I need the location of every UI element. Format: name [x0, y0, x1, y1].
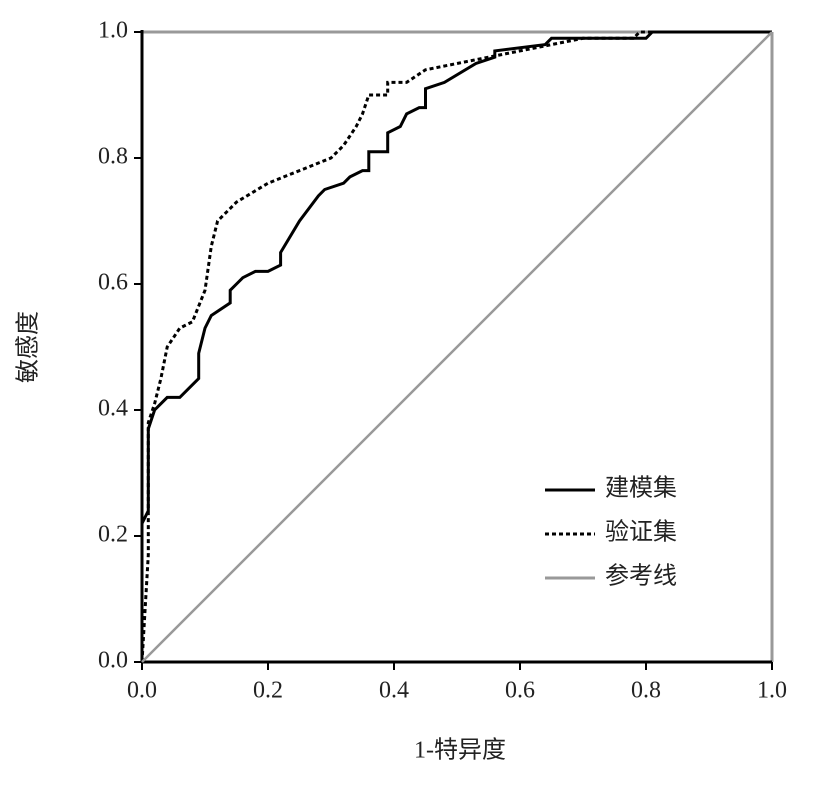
- y-axis-label: 敏感度: [15, 311, 42, 383]
- roc-line: [140, 30, 772, 662]
- roc-line: [141, 31, 773, 663]
- x-tick-label: 0.0: [127, 678, 157, 704]
- x-tick-label: 0.6: [505, 678, 535, 704]
- x-axis-label: 1-特异度: [414, 737, 506, 764]
- legend-label: 参考线: [605, 563, 677, 590]
- y-tick-label: 0.8: [98, 144, 128, 170]
- y-tick-label: 0.6: [98, 270, 128, 296]
- y-tick-label: 0.4: [98, 396, 128, 422]
- x-tick-label: 0.4: [379, 678, 409, 704]
- legend-label: 验证集: [605, 519, 677, 546]
- x-tick-label: 0.2: [253, 678, 283, 704]
- legend-label: 建模集: [605, 475, 677, 502]
- x-tick-label: 1.0: [757, 678, 787, 704]
- y-tick-label: 1.0: [98, 18, 128, 44]
- x-tick-label: 0.8: [631, 678, 661, 704]
- y-tick-label: 0.2: [98, 522, 128, 548]
- y-tick-label: 0.0: [98, 648, 128, 674]
- roc-line: [140, 30, 772, 663]
